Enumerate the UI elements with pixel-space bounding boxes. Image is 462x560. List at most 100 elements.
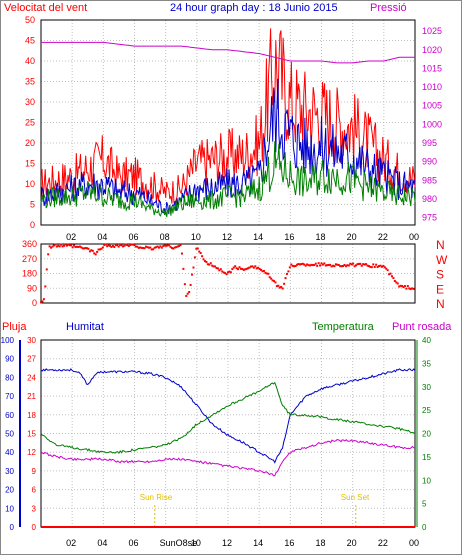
direction-point [324, 264, 327, 267]
direction-point [136, 245, 139, 248]
direction-point [314, 262, 317, 265]
direction-point [306, 263, 309, 266]
direction-point [50, 246, 53, 249]
direction-point [385, 267, 388, 270]
th-x-tick: 04 [97, 538, 107, 548]
humidity-y-tick: 18 [27, 411, 36, 420]
temperature-y-tick: 40 [422, 336, 431, 345]
wind-speed-y-tick: 30 [25, 97, 35, 107]
direction-point [281, 287, 284, 290]
direction-point [54, 243, 57, 246]
direction-point [84, 246, 87, 249]
direction-point [152, 248, 155, 251]
humidity-y-tick: 30 [27, 336, 36, 345]
direction-point [100, 247, 103, 250]
direction-point [116, 244, 119, 247]
wind-x-tick: 08 [160, 232, 170, 242]
direction-point [58, 245, 61, 248]
direction-point [77, 245, 80, 248]
direction-point [198, 250, 201, 253]
temperature-y-tick: 10 [422, 476, 431, 485]
direction-point [408, 287, 411, 290]
humidity-y-tick: 27 [27, 355, 36, 364]
direction-point [275, 285, 278, 288]
direction-point [137, 246, 140, 249]
direction-point [159, 245, 162, 248]
direction-point [218, 269, 221, 272]
temperature-y-tick: 15 [422, 453, 431, 462]
direction-point [225, 273, 228, 276]
direction-point [326, 264, 329, 267]
direction-point [352, 262, 355, 265]
direction-point [98, 248, 101, 251]
direction-point [278, 286, 281, 289]
direction-point [355, 264, 358, 267]
rain-y-tick: 80 [5, 373, 14, 382]
wind-speed-y-tick: 0 [30, 220, 35, 230]
direction-point [396, 282, 399, 285]
direction-point [360, 264, 363, 267]
wind-x-tick: 06 [129, 232, 139, 242]
direction-point [280, 285, 283, 288]
direction-point [63, 244, 66, 247]
humidity-y-tick: 21 [27, 392, 36, 401]
th-x-tick: 10 [191, 538, 201, 548]
humidity-y-tick: 0 [32, 523, 37, 532]
humidity-y-tick: 6 [32, 486, 37, 495]
legend-rain: Pluja [2, 321, 27, 333]
direction-point [114, 243, 117, 246]
direction-point [42, 298, 45, 301]
humidity-y-tick: 24 [27, 373, 36, 382]
direction-point [231, 268, 234, 271]
direction-point [411, 287, 414, 290]
direction-point [168, 244, 171, 247]
direction-point [369, 265, 372, 268]
direction-point [379, 264, 382, 267]
direction-point [376, 265, 379, 268]
direction-point [205, 260, 208, 263]
direction-y-tick: 360 [22, 239, 37, 249]
direction-point [401, 285, 404, 288]
direction-point [235, 267, 238, 270]
direction-point [74, 246, 77, 249]
direction-point [40, 301, 42, 304]
direction-point [277, 284, 280, 287]
direction-point [323, 262, 326, 265]
wind-x-tick: 20 [347, 232, 357, 242]
direction-point [65, 244, 68, 247]
direction-point [216, 267, 219, 270]
direction-point [224, 272, 227, 275]
series-line-temperatura [40, 381, 416, 455]
direction-point [61, 245, 64, 248]
rain-y-tick: 10 [5, 504, 14, 513]
direction-point [127, 245, 130, 248]
sun-marker-label: Sun Set [341, 493, 370, 502]
direction-point [192, 266, 195, 269]
direction-point [386, 269, 389, 272]
direction-point [189, 283, 192, 286]
direction-point [180, 252, 183, 255]
direction-point [64, 243, 67, 246]
direction-point [403, 285, 406, 288]
direction-point [160, 246, 163, 249]
direction-point [156, 245, 159, 248]
direction-point [271, 279, 274, 282]
direction-point [166, 244, 169, 247]
direction-point [120, 244, 123, 247]
direction-point [162, 245, 165, 248]
direction-point [301, 262, 304, 265]
direction-point [270, 277, 273, 280]
wind-speed-label: Velocitat del vent [4, 2, 87, 14]
direction-point [67, 243, 70, 246]
direction-point [51, 245, 54, 248]
temp-humidity-panel: 0102030405060708090100036912151821242730… [1, 336, 432, 548]
direction-point [157, 246, 160, 249]
direction-point [260, 268, 263, 271]
th-x-tick: 18 [316, 538, 326, 548]
rain-y-tick: 60 [5, 411, 14, 420]
direction-point [267, 272, 270, 275]
direction-point [113, 245, 116, 248]
direction-point [412, 287, 415, 290]
pressure-y-tick: 1025 [422, 26, 442, 36]
direction-point [191, 273, 194, 276]
